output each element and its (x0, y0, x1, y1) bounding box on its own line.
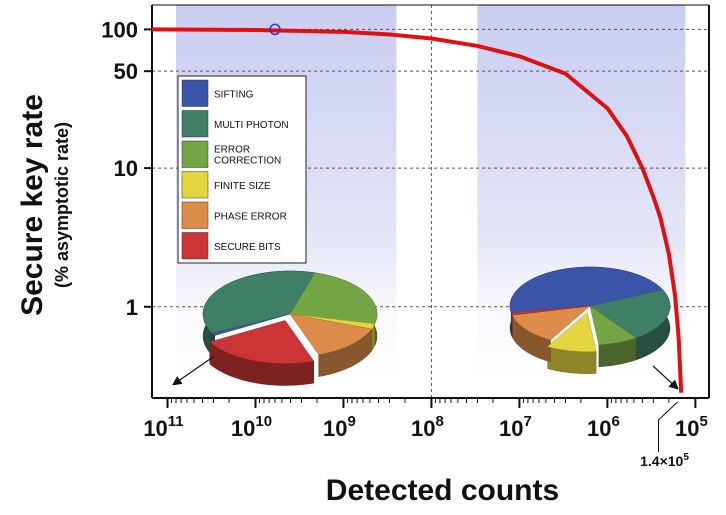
y-axis-sublabel: (% asymptotic rate) (52, 122, 72, 288)
pie-slice (510, 305, 591, 316)
pie-slice-side (510, 312, 513, 338)
x-tick-label: 107 (499, 413, 532, 441)
legend-label: ERROR CORRECTION (214, 144, 281, 166)
pie-chart (202, 270, 378, 386)
pie-slice (511, 305, 591, 341)
legend-swatch (181, 79, 209, 107)
y-tick-label: 50 (114, 59, 138, 84)
pie-slice (589, 289, 671, 339)
y-tick-label: 10 (114, 156, 138, 181)
pie-pointer-right (652, 365, 679, 390)
legend-box (177, 75, 307, 264)
legend-swatch (181, 171, 209, 199)
legend-label: SECURE BITS (214, 242, 281, 253)
y-tick-label: 100 (101, 17, 138, 42)
legend-swatch (181, 201, 209, 229)
pie-slice (202, 270, 316, 334)
pie-slice (209, 320, 315, 364)
legend-swatch (181, 232, 209, 260)
legend-label: FINITE SIZE (214, 181, 271, 192)
x-axis-label: Detected counts (326, 474, 559, 507)
legend-swatch (181, 110, 209, 138)
x-tick-label: 106 (587, 413, 620, 441)
pie-chart (509, 266, 671, 374)
legend-label: MULTI PHOTON (214, 120, 289, 131)
data-marker (269, 23, 281, 36)
series-line (151, 27, 684, 393)
legend: SIFTING MULTI PHOTON ERROR CORRECTION FINITE… (177, 75, 307, 264)
pie-slice (547, 312, 597, 352)
legend-label: SIFTING (214, 89, 254, 100)
annotation-leader (658, 401, 678, 452)
legend-swatch (181, 140, 209, 168)
pie-slice (289, 313, 372, 355)
legend-label: PHASE ERROR (214, 211, 287, 222)
x-tick-label: 109 (323, 413, 356, 441)
x-tick-label: 105 (675, 413, 708, 441)
pie-slice (509, 266, 664, 314)
pie-pointer-left (172, 356, 214, 386)
x-tick-label: 1010 (231, 413, 272, 441)
x-tick-label: 108 (411, 413, 444, 441)
y-axis-label: Secure key rate (16, 94, 49, 316)
y-tick-label: 1 (126, 295, 138, 320)
pie-slice (589, 305, 637, 346)
pie-slice (289, 272, 378, 325)
x-tick-label: 1011 (143, 413, 183, 441)
annotation-label: 1.4×105 (640, 452, 689, 469)
pie-slice (211, 313, 291, 336)
